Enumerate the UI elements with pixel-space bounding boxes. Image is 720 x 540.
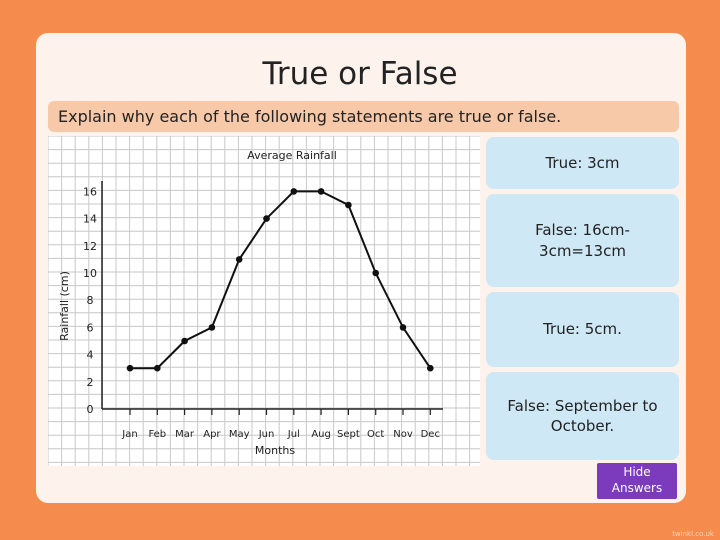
chart-panel [48, 136, 480, 466]
y-tick-label: 14 [83, 213, 97, 226]
y-tick-label: 12 [83, 240, 97, 253]
x-axis-title: Months [255, 444, 295, 457]
x-tick-label: Oct [367, 429, 384, 440]
x-tick-label: Jan [121, 429, 137, 440]
data-point [345, 201, 352, 209]
y-tick-label: 10 [83, 267, 97, 280]
x-tick-label: Mar [175, 429, 195, 440]
x-tick-label: May [229, 429, 250, 440]
data-point [154, 364, 161, 372]
series-line-rainfall [130, 190, 432, 370]
answer-box-4: False: September to October. [486, 372, 679, 460]
data-point [427, 364, 434, 372]
chart-title: Average Rainfall [247, 149, 337, 162]
hide-answers-button[interactable]: Hide Answers [597, 463, 677, 499]
y-tick-label: 16 [83, 185, 97, 198]
answer-box-3: True: 5cm. [486, 292, 679, 367]
y-tick-label: 0 [87, 403, 94, 416]
y-tick-label: 2 [87, 376, 94, 389]
instruction-bar: Explain why each of the following statem… [48, 101, 679, 132]
footer-credit: twinkl.co.uk [672, 530, 714, 538]
y-tick-label: 8 [87, 294, 94, 307]
x-tick-label: Feb [148, 429, 166, 440]
y-tick-label: 4 [87, 349, 94, 362]
x-tick-label: Jun [258, 429, 275, 440]
answer-text-2: False: 16cm-3cm=13cm [535, 221, 630, 260]
x-tick-label: Jul [287, 429, 300, 440]
answer-text-1: True: 3cm [545, 153, 620, 172]
data-point [208, 324, 216, 331]
x-tick-label: Nov [393, 429, 413, 440]
answer-box-1: True: 3cm [486, 137, 679, 189]
answer-text-4: False: September to October. [507, 396, 658, 435]
y-axis-title: Rainfall (cm) [58, 271, 71, 341]
y-tick-label: 6 [87, 321, 94, 334]
data-point [399, 324, 407, 331]
rainfall-line-chart: 0 2 4 6 8 10 12 14 16 Jan Feb Mar Apr May Jun Jul Aug Sep… [48, 136, 480, 466]
answer-box-2: False: 16cm-3cm=13cm [486, 194, 679, 287]
data-point [235, 256, 243, 263]
answer-text-3: True: 5cm. [543, 320, 622, 339]
data-point [181, 337, 188, 345]
data-point [372, 269, 380, 277]
x-tick-label: Sept [337, 429, 360, 440]
x-tick-label: Dec [421, 429, 440, 440]
data-point [263, 215, 270, 222]
slide-title: True or False [262, 56, 458, 92]
instruction-text: Explain why each of the following statem… [58, 107, 562, 126]
data-point [317, 188, 325, 195]
data-point [126, 364, 134, 372]
x-tick-label: Aug [311, 429, 331, 440]
x-tick-label: Apr [203, 429, 221, 440]
data-point [290, 188, 298, 195]
